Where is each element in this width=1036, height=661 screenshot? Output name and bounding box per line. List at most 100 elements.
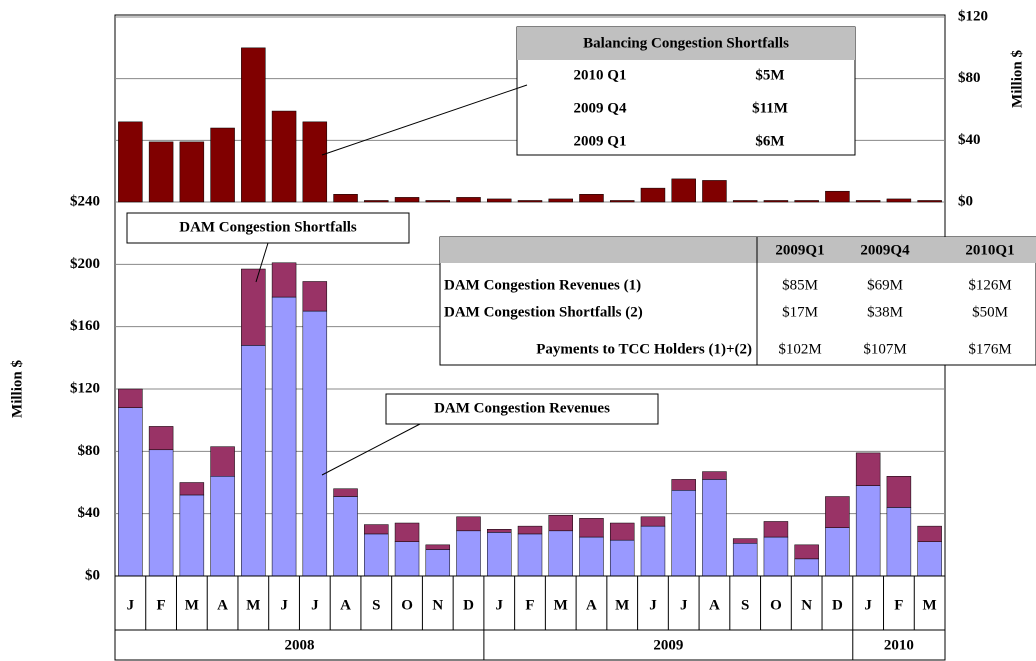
x-tick-label: J — [680, 597, 688, 613]
bar — [917, 525, 942, 542]
y-axis-label: Million $ — [9, 360, 25, 418]
x-tick-label: J — [496, 597, 504, 613]
bar — [302, 310, 328, 577]
bar — [179, 141, 205, 203]
bar — [640, 187, 666, 203]
table-cell: $126M — [968, 277, 1011, 293]
table-cell: $5M — [755, 67, 784, 83]
y-tick-label: $120 — [70, 380, 100, 396]
bar — [825, 496, 850, 528]
table-cell: $38M — [867, 304, 903, 320]
x-tick-label: J — [311, 597, 319, 613]
bar — [886, 198, 912, 203]
bar — [333, 194, 358, 203]
table-cell: $85M — [782, 277, 818, 293]
bar — [241, 345, 266, 577]
y2-tick-label: $120 — [958, 8, 988, 24]
bars — [118, 47, 942, 577]
bar — [671, 479, 696, 491]
bar — [364, 200, 389, 203]
x-tick-label: M — [923, 597, 937, 613]
x-tick-label: A — [709, 597, 720, 613]
x-group-label: 2010 — [884, 637, 914, 653]
x-tick-label: A — [586, 597, 597, 613]
dam-table-header — [440, 237, 1036, 263]
bar — [609, 539, 635, 577]
bar — [517, 200, 543, 203]
bar — [640, 525, 666, 577]
table-cell: $6M — [755, 133, 784, 149]
balancing-table-header — [517, 27, 855, 60]
bar — [579, 518, 604, 538]
bar — [271, 262, 297, 298]
dam-revenues-callout-box — [385, 393, 659, 425]
bar — [794, 558, 819, 577]
bar — [517, 533, 543, 577]
bar — [579, 536, 604, 577]
y-tick-label: $160 — [70, 318, 100, 334]
bar — [148, 449, 174, 577]
x-tick-label: N — [432, 597, 443, 613]
bar — [917, 200, 942, 203]
table-header: 2009Q4 — [860, 242, 910, 258]
x-tick-label: J — [280, 597, 288, 613]
bar — [425, 549, 451, 577]
bar — [886, 476, 912, 508]
x-group-label: 2009 — [653, 637, 683, 653]
bar — [487, 529, 512, 533]
bar — [394, 197, 420, 203]
bar — [364, 533, 389, 577]
bar — [763, 521, 789, 538]
bar — [548, 514, 573, 532]
dam-shortfalls-callout-box — [126, 212, 410, 244]
bar — [210, 446, 235, 477]
bar — [241, 268, 266, 346]
bar — [917, 541, 942, 577]
bar — [702, 479, 727, 577]
bar — [333, 496, 358, 577]
balancing-table-title: Balancing Congestion Shortfalls — [583, 35, 789, 51]
x-tick-label: J — [649, 597, 657, 613]
bar — [394, 541, 420, 577]
bar — [579, 194, 604, 203]
x-tick-label: J — [864, 597, 872, 613]
bar — [148, 426, 174, 451]
bar — [179, 482, 205, 496]
bar — [548, 198, 573, 203]
bar — [456, 516, 481, 532]
dam-revenues-callout: DAM Congestion Revenues — [434, 400, 610, 416]
bar — [118, 407, 143, 577]
bar — [333, 488, 358, 497]
bar — [732, 543, 758, 577]
x-tick-label: A — [217, 597, 228, 613]
dam-shortfalls-callout: DAM Congestion Shortfalls — [179, 219, 357, 235]
x-tick-label: D — [463, 597, 474, 613]
x-tick-label: M — [554, 597, 568, 613]
bar — [118, 121, 143, 203]
tables: DAM Congestion Shortfalls DAM Congestion… — [126, 26, 1036, 476]
bar — [609, 200, 635, 203]
bar — [302, 121, 328, 203]
table-cell: $107M — [863, 341, 906, 357]
x-tick-label: F — [894, 597, 903, 613]
bar — [702, 180, 727, 203]
arrow — [321, 84, 528, 156]
bar — [825, 527, 850, 577]
bar — [425, 544, 451, 550]
bar — [148, 141, 174, 203]
x-tick-label: M — [185, 597, 199, 613]
bar — [825, 190, 850, 203]
bar — [241, 47, 266, 203]
x-tick-label: F — [525, 597, 534, 613]
y-tick-label: $40 — [78, 505, 101, 521]
bar — [487, 198, 512, 203]
bar — [394, 522, 420, 542]
bar — [179, 494, 205, 577]
y-tick-label: $240 — [70, 193, 100, 209]
bar — [702, 471, 727, 480]
bar — [855, 452, 881, 486]
bar — [763, 200, 789, 203]
table-header: 2010Q1 — [965, 242, 1014, 258]
bar — [855, 200, 881, 203]
